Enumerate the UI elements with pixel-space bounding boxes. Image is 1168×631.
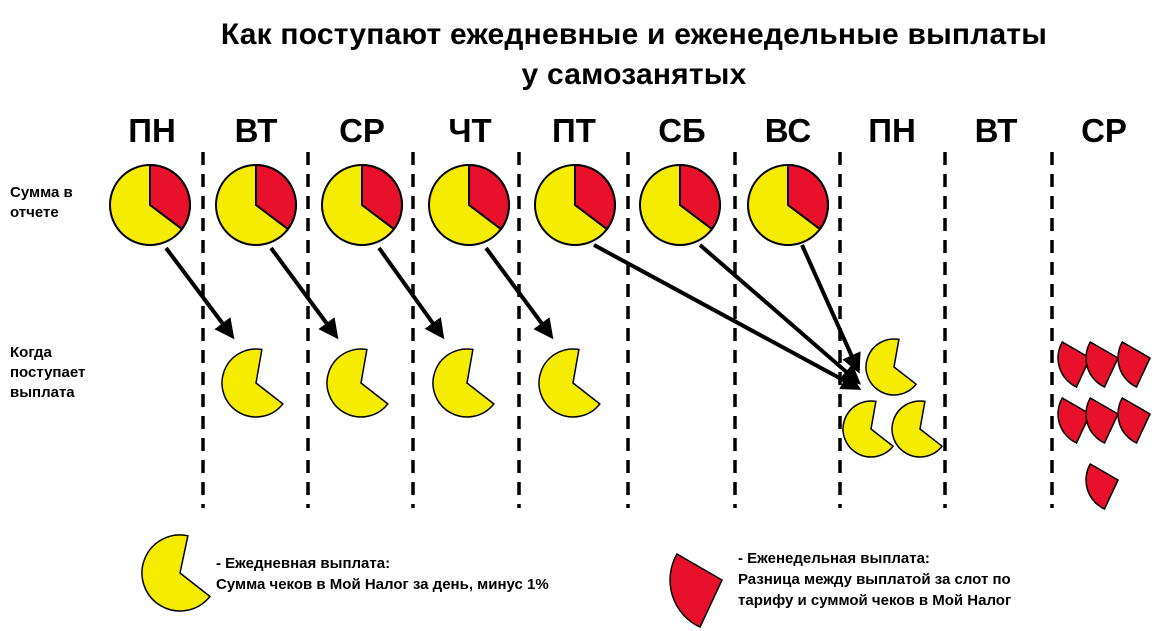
day-header-wed-2: СР [1081, 112, 1127, 149]
page-title: Как поступают ежедневные и еженедельные … [220, 18, 1048, 51]
report-pie-red-part [149, 163, 191, 231]
report-pie-red-part [468, 163, 510, 231]
day-header-thu: ЧТ [448, 112, 492, 149]
day-header-mon-2: ПН [868, 112, 916, 149]
legend-weekly-icon [669, 552, 723, 629]
weekly-payout-wedge-6 [1117, 396, 1151, 444]
report-pie-red-part [361, 163, 403, 231]
report-pie-7 [747, 163, 829, 246]
day-header-fri: ПТ [552, 112, 596, 149]
report-pie-6 [639, 163, 721, 246]
weekly-payout-wedge-5 [1085, 396, 1119, 444]
weekly-payout-wedges [1057, 340, 1151, 510]
daily-payout-wedge-6 [842, 400, 895, 458]
arrow-6 [698, 243, 862, 385]
day-header-sat: СБ [658, 112, 706, 149]
weekly-payout-wedge-7 [1085, 462, 1119, 510]
legend-daily-text: - Ежедневная выплата: Сумма чеков в Мой … [216, 555, 549, 593]
day-dividers [201, 152, 1054, 508]
row-label-payout-time: Когда поступает выплата [10, 344, 86, 401]
day-header-tue-2: ВТ [974, 112, 1018, 149]
report-pie-4 [428, 163, 510, 246]
day-header-wed-1: СР [339, 112, 385, 149]
daily-payout-wedge-7 [891, 400, 944, 458]
day-header-tue-1: ВТ [234, 112, 278, 149]
page-subtitle: у самозанятых [521, 58, 747, 91]
report-pie-red-part [679, 163, 721, 231]
arrow-3 [377, 246, 445, 340]
weekly-payout-wedge-4 [1057, 396, 1091, 444]
report-pies [109, 163, 829, 246]
daily-payout-wedge-3 [432, 348, 495, 418]
arrow-7 [800, 244, 861, 374]
legend-icons [141, 534, 723, 629]
report-pie-2 [215, 163, 297, 246]
report-pie-red-part [255, 163, 297, 231]
payout-arrows [164, 243, 862, 390]
report-pie-1 [109, 163, 191, 246]
arrow-4 [484, 246, 554, 340]
row-label-report-sum: Сумма в отчете [10, 184, 73, 221]
report-pie-red-part [787, 163, 829, 231]
legend-weekly-text: - Еженедельная выплата: Разница между вы… [738, 550, 1012, 609]
daily-payout-wedge-5 [865, 338, 918, 396]
weekly-payout-wedge-2 [1085, 340, 1119, 388]
arrow-2 [269, 246, 339, 340]
daily-payout-wedge-4 [538, 348, 601, 418]
arrow-5 [593, 243, 862, 390]
daily-payout-wedge-1 [221, 348, 284, 418]
daily-payout-wedges [221, 338, 944, 458]
report-pie-red-part [574, 163, 616, 231]
weekly-payout-wedge-3 [1117, 340, 1151, 388]
arrow-1 [164, 246, 235, 340]
report-pie-3 [321, 163, 403, 246]
day-header-mon-1: ПН [128, 112, 176, 149]
daily-payout-wedge-2 [326, 348, 389, 418]
day-header-sun: ВС [764, 112, 812, 149]
report-pie-5 [534, 163, 616, 246]
legend-daily-icon [141, 534, 211, 612]
weekly-payout-wedge-1 [1057, 340, 1091, 388]
